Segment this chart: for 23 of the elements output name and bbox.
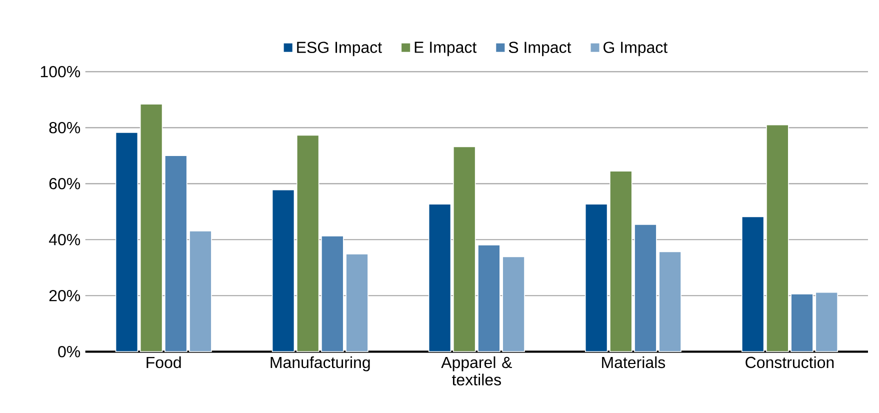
x-tick-label: Materials xyxy=(602,356,666,368)
bar xyxy=(453,146,476,352)
bar xyxy=(584,204,608,352)
y-tick-label: 80% xyxy=(49,122,80,134)
y-tick-label: 20% xyxy=(49,290,80,302)
bar xyxy=(296,134,320,352)
y-tick-label: 40% xyxy=(48,234,80,246)
x-tick-label: Manufacturing xyxy=(270,356,370,372)
y-tick-label: 0% xyxy=(58,346,80,358)
y-tick-label: 100% xyxy=(40,66,80,78)
bar xyxy=(140,104,163,352)
bar xyxy=(115,132,138,352)
x-tick-label: Apparel & textiles xyxy=(441,356,512,386)
bar xyxy=(742,216,764,352)
x-tick-label: Construction xyxy=(746,356,834,368)
legend-label: S Impact xyxy=(508,42,572,56)
x-tick-label: Food xyxy=(146,356,181,368)
legend-label: E Impact xyxy=(414,42,477,56)
bar xyxy=(428,204,452,352)
y-tick-label: 60% xyxy=(49,178,80,190)
bar xyxy=(272,189,295,352)
legend-label: ESG Impact xyxy=(297,42,382,56)
legend-label: G Impact xyxy=(604,42,668,56)
